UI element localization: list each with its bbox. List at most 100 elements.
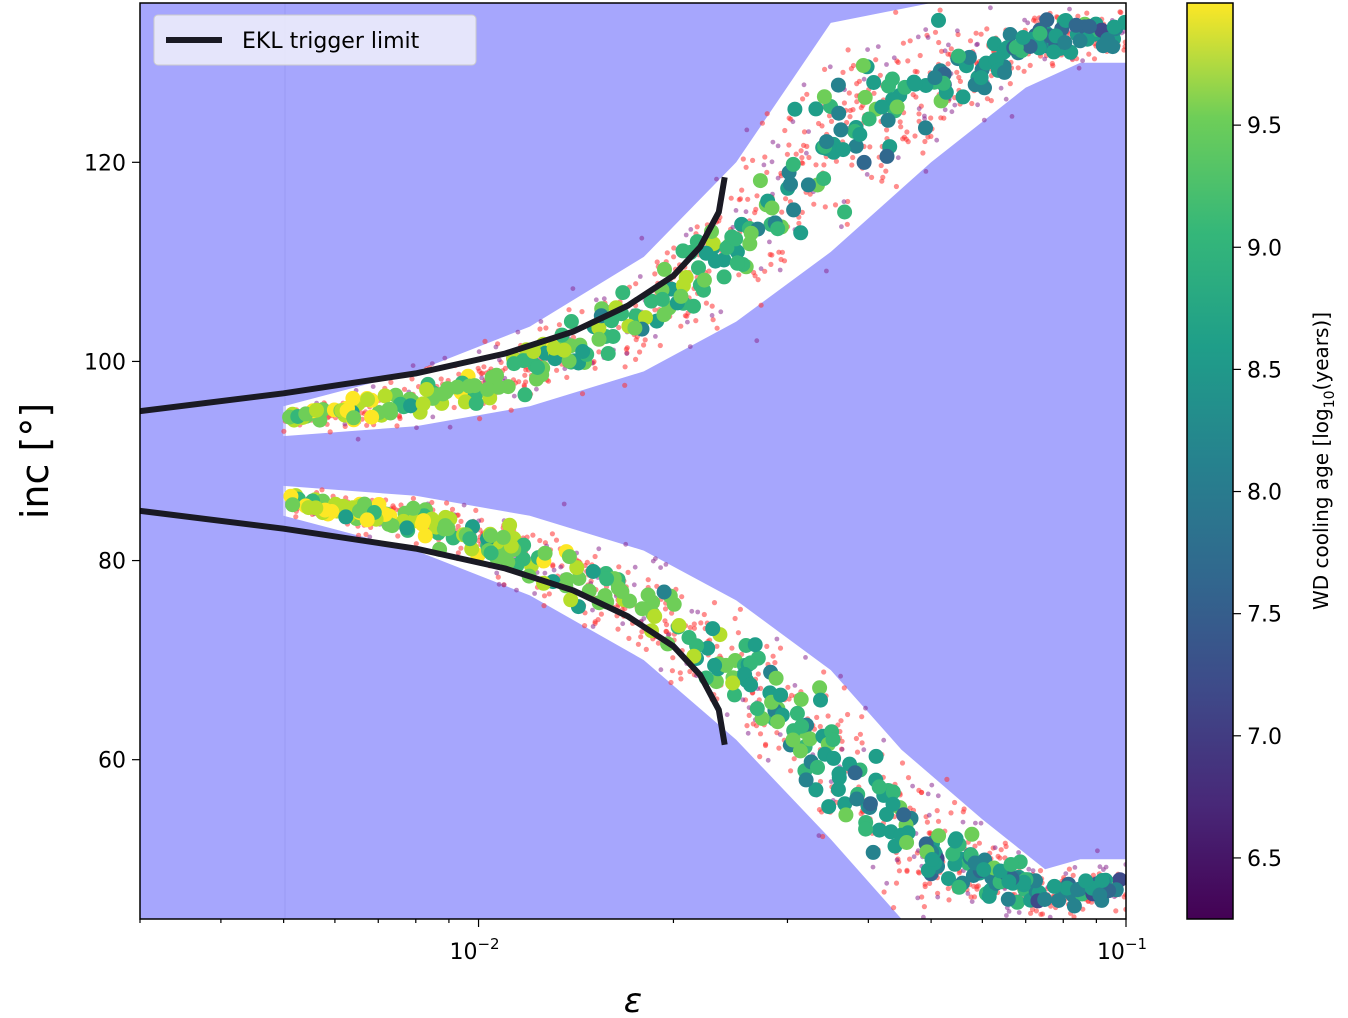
cooling-age-point [955,89,971,105]
red-population-point [655,640,662,646]
purple-population-point [861,76,867,82]
cooling-age-point [964,826,980,842]
cooling-age-point [405,500,421,516]
purple-population-point [1003,96,1009,102]
cooling-age-point [435,386,451,402]
red-population-point [429,499,435,506]
red-population-point [728,195,734,201]
red-population-point [804,91,810,97]
red-population-point [732,615,738,622]
purple-population-point [864,172,870,177]
purple-population-point [733,208,739,213]
red-population-point [541,603,547,609]
purple-population-point [497,357,502,363]
cooling-age-point [837,796,853,812]
red-population-point [564,374,570,380]
cooling-age-point [656,584,672,600]
purple-population-point [884,880,890,886]
red-population-point [841,100,848,106]
cooling-age-point [783,176,798,192]
red-population-point [394,423,400,429]
y-tick-label: 80 [98,550,126,575]
cooling-age-point [1032,26,1048,41]
red-population-point [491,404,497,410]
purple-population-point [926,812,932,818]
purple-population-point [551,567,557,573]
red-population-point [546,591,552,597]
cooling-age-point [951,879,967,895]
red-population-point [714,643,720,649]
red-population-point [838,718,844,724]
cooling-age-point [907,76,923,92]
cooling-age-point [785,732,801,748]
red-population-point [850,107,856,113]
red-population-point [1086,51,1092,57]
red-population-point [622,364,628,370]
red-population-point [409,376,415,382]
red-population-point [928,115,934,121]
red-population-point [698,620,704,626]
purple-population-point [689,608,695,614]
red-population-point [854,99,860,105]
cooling-age-point [764,200,780,216]
red-population-point [921,904,928,910]
purple-population-point [863,705,868,711]
purple-population-point [1067,6,1072,12]
cooling-age-point [816,89,832,105]
cooling-age-point [502,517,518,533]
cooling-age-point [918,120,933,136]
red-population-point [663,628,669,635]
red-population-point [1122,39,1126,45]
red-population-point [1033,908,1039,914]
red-population-point [984,96,991,102]
purple-population-point [714,176,719,182]
red-population-point [853,735,860,742]
cooling-age-point [830,77,846,93]
cooling-age-point [605,329,621,344]
red-population-point [662,606,669,612]
purple-population-point [740,697,746,703]
purple-population-point [658,667,664,673]
cooling-age-point [414,516,430,532]
purple-population-point [1063,871,1069,876]
red-population-point [449,506,456,512]
y-tick-label: 120 [84,151,126,176]
red-population-point [776,745,782,751]
cooling-age-point [752,173,768,189]
red-population-point [633,356,639,362]
cooling-age-point [792,743,808,759]
purple-population-point [501,582,507,588]
red-population-point [541,593,548,599]
purple-population-point [447,424,453,430]
red-population-point [478,371,484,377]
purple-population-point [839,746,845,752]
purple-population-point [744,127,750,133]
red-population-point [832,202,839,208]
red-population-point [924,819,931,825]
red-population-point [1117,9,1123,15]
red-population-point [759,120,766,126]
red-population-point [495,574,501,580]
purple-population-point [620,621,626,627]
red-population-point [438,376,444,382]
cooling-age-point [833,122,849,138]
red-population-point [937,7,943,13]
red-population-point [545,378,552,384]
cooling-age-point [500,379,516,395]
colorbar-tick-label: 9.5 [1247,114,1282,139]
red-population-point [1015,65,1021,71]
purple-population-point [925,791,931,797]
cooling-age-point [716,269,732,285]
purple-population-point [910,783,915,789]
red-population-point [356,532,362,539]
cooling-age-point [862,796,878,812]
red-population-point [743,164,749,170]
cooling-age-point [1046,878,1062,894]
cooling-age-point [1095,38,1111,54]
cooling-age-point [808,101,824,117]
purple-population-point [758,266,764,272]
red-population-point [786,115,792,121]
cooling-age-point [973,70,989,86]
x-tick-label: 10−1 [1097,935,1147,965]
purple-population-point [935,793,941,799]
